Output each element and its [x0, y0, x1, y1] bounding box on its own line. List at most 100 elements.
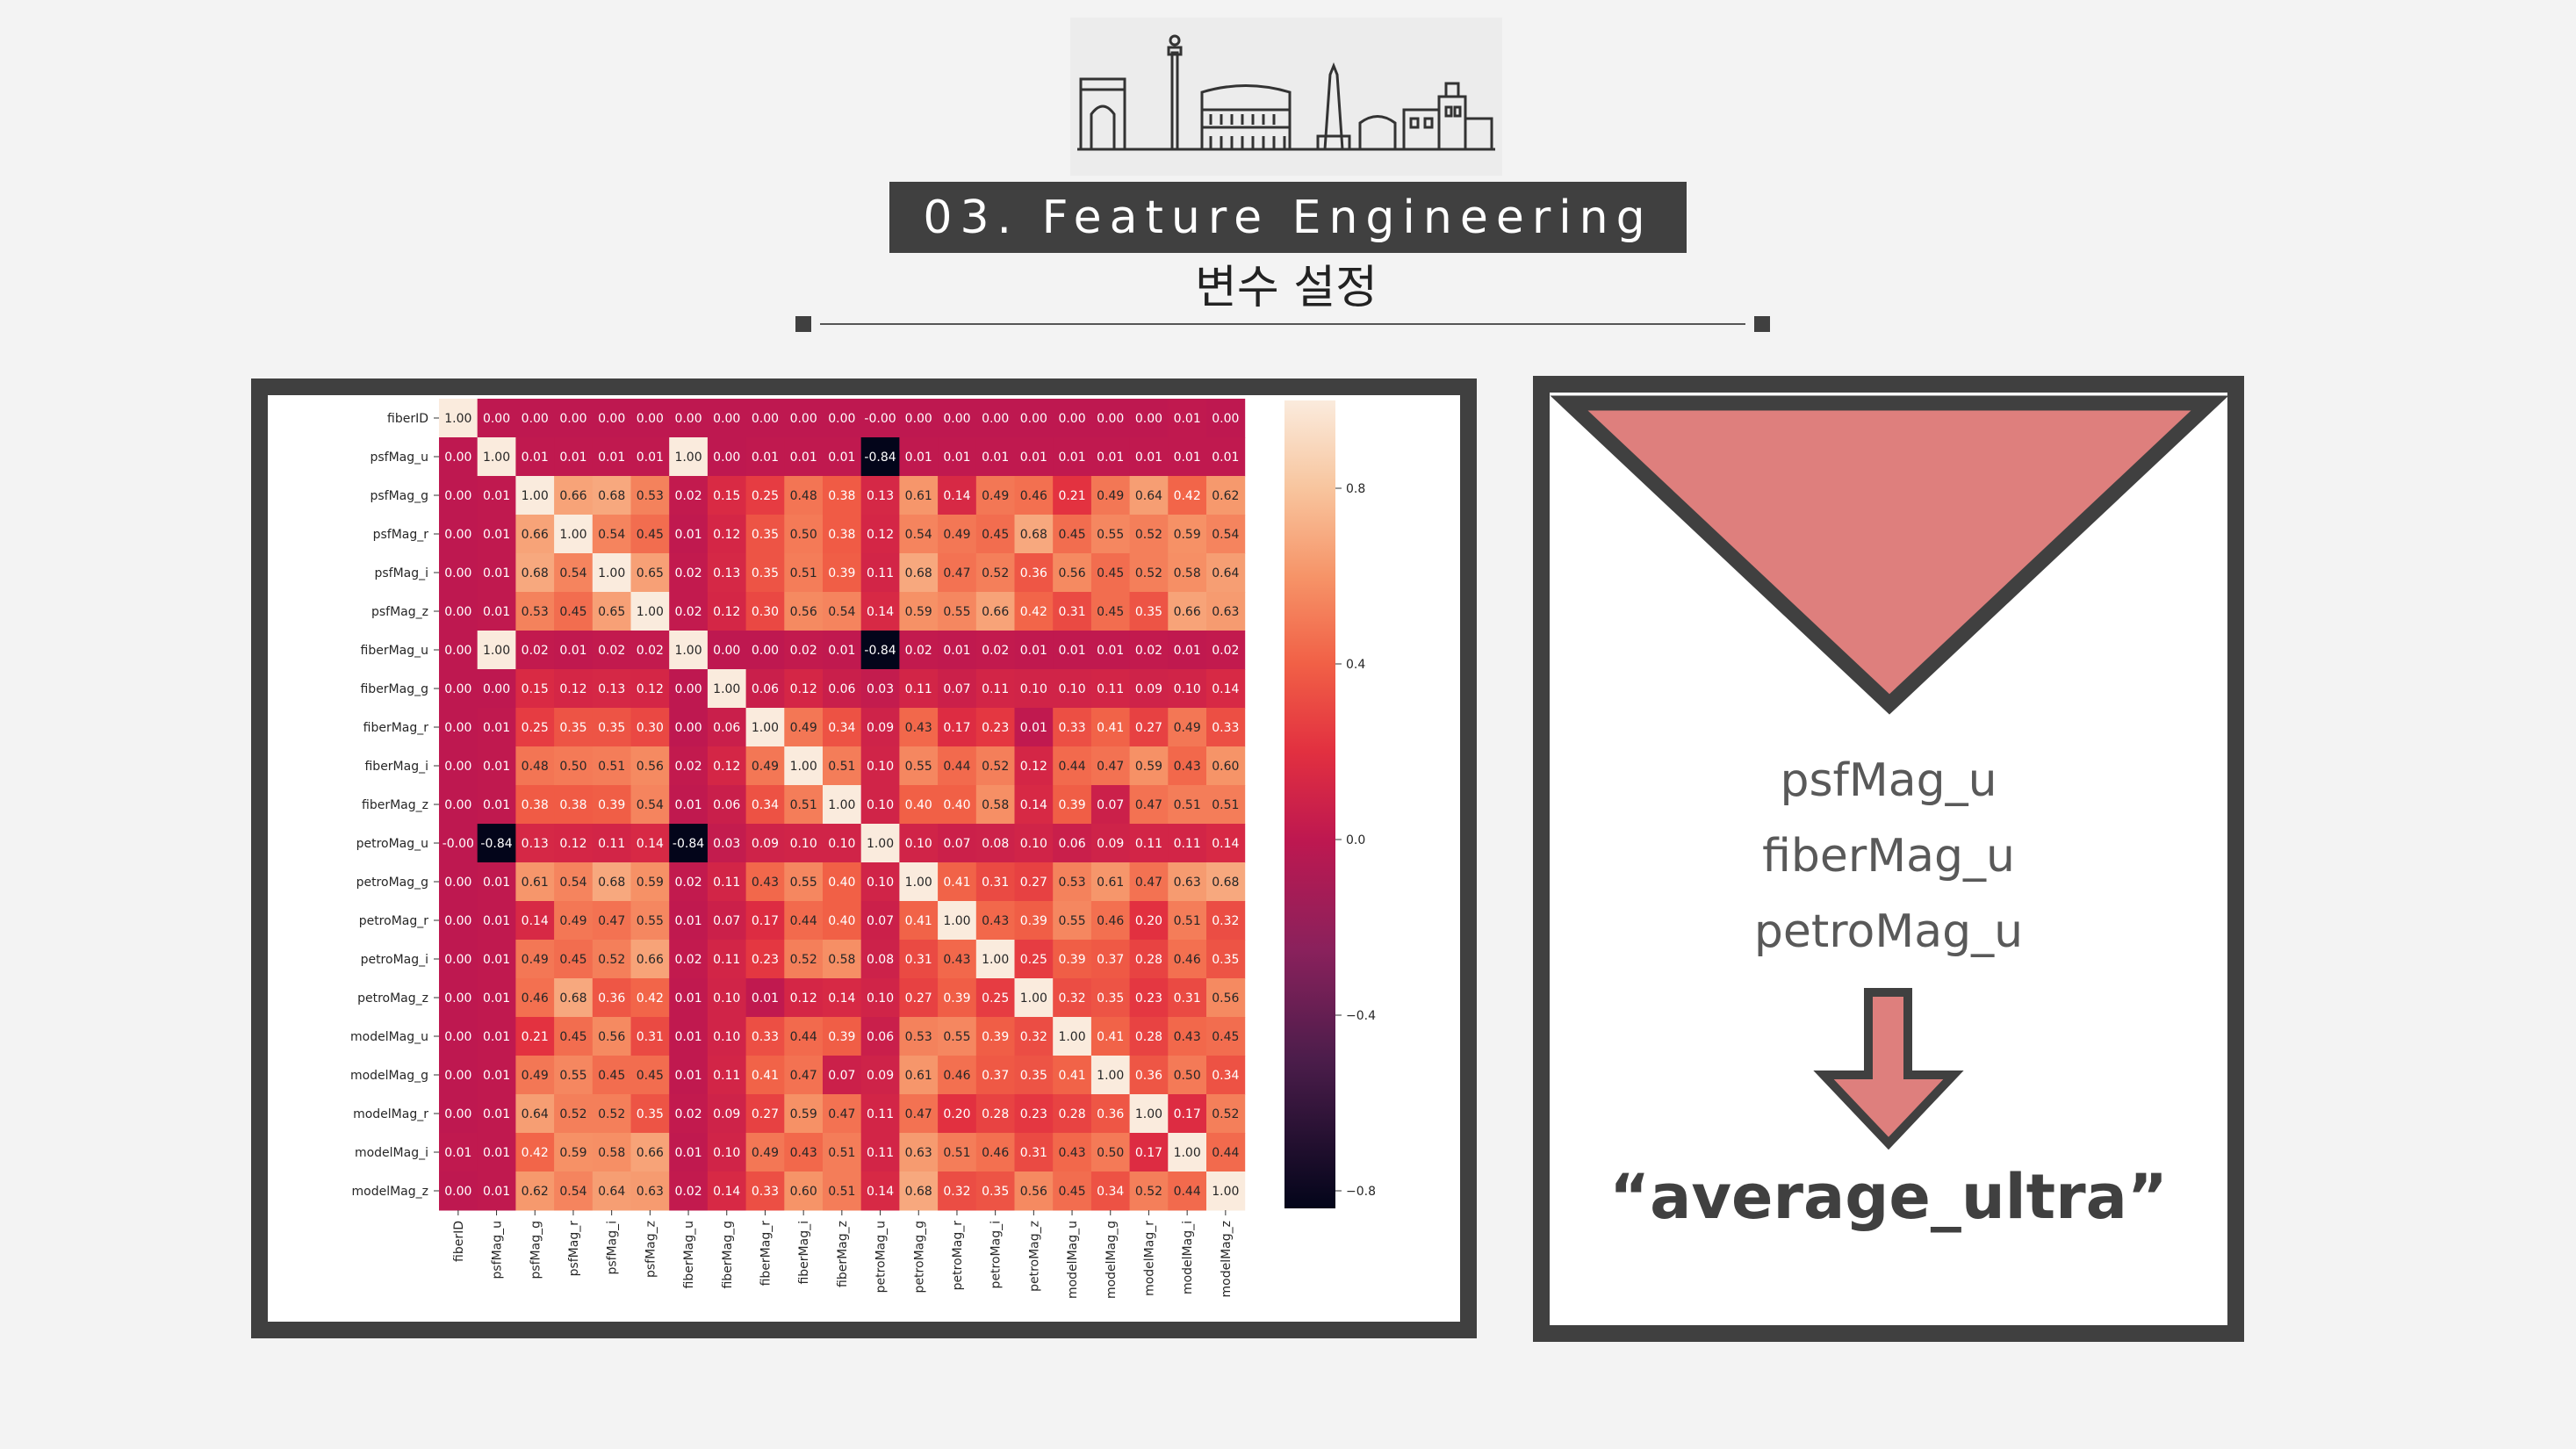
heatmap-cell-value: 0.46 [943, 1069, 970, 1083]
heatmap-cell-value: 0.02 [1135, 644, 1162, 658]
heatmap-cell [630, 669, 670, 709]
heatmap-cell [1053, 940, 1092, 979]
heatmap-cell [899, 708, 939, 747]
heatmap-cell [860, 1094, 900, 1134]
heatmap-cell [1090, 940, 1131, 979]
heatmap-cell [938, 978, 977, 1018]
heatmap-row-label: fiberMag_g [360, 682, 428, 696]
heatmap-cell-value: 0.14 [867, 1185, 894, 1199]
heatmap-cell-value: 0.07 [1097, 798, 1124, 812]
heatmap-cell-value: 0.00 [444, 644, 471, 658]
heatmap-cell-value: 0.11 [713, 876, 740, 890]
heatmap-cell [592, 592, 631, 631]
heatmap-cell-value: 0.00 [713, 451, 740, 465]
heatmap-cell [707, 476, 747, 515]
heatmap-cell-value: 0.01 [483, 1185, 510, 1199]
heatmap-cell [439, 824, 479, 863]
heatmap-cell [823, 399, 862, 438]
heatmap-cell-value: 0.49 [943, 528, 970, 542]
heatmap-cell-value: 1.00 [1058, 1030, 1085, 1044]
heatmap-cell-value: 0.45 [1212, 1030, 1239, 1044]
heatmap-cell-value: 0.00 [444, 991, 471, 1006]
heatmap-cell [860, 592, 900, 631]
heatmap-cell-value: 1.00 [867, 837, 894, 851]
heatmap-cell [630, 746, 670, 786]
heatmap-cell [669, 515, 709, 554]
heatmap-cell-value: 0.14 [828, 991, 855, 1006]
heatmap-cell-value: 0.21 [1058, 489, 1085, 503]
heatmap-column-label: fiberMag_r [759, 1221, 773, 1287]
heatmap-cell-value: 0.46 [1174, 953, 1201, 967]
heatmap-cell-value: 0.61 [905, 1069, 932, 1083]
heatmap-cell-value: 0.49 [752, 1146, 779, 1160]
heatmap-cell-value: 0.68 [905, 566, 932, 580]
heatmap-cell-value: 0.37 [982, 1069, 1009, 1083]
heatmap-cell [477, 824, 516, 863]
heatmap-cell-value: 0.35 [637, 1107, 664, 1121]
heatmap-cell-value: 0.41 [1097, 1030, 1124, 1044]
heatmap-cell [554, 669, 594, 709]
heatmap-cell [745, 824, 785, 863]
colorbar-tick-label: 0.4 [1346, 658, 1365, 672]
heatmap-column-label: modelMag_z [1220, 1221, 1234, 1298]
heatmap-cell [1053, 515, 1092, 554]
heatmap-cell-value: 0.55 [559, 1069, 586, 1083]
heatmap-cell [1090, 399, 1131, 438]
heatmap-cell [707, 399, 747, 438]
heatmap-cell [899, 399, 939, 438]
heatmap-cell-value: 0.01 [982, 451, 1009, 465]
heatmap-cell [938, 1133, 977, 1172]
heatmap-cell [1206, 1056, 1246, 1095]
heatmap-cell [554, 978, 594, 1018]
heatmap-cell-value: 0.34 [828, 721, 855, 735]
heatmap-cell-value: 0.52 [1135, 566, 1162, 580]
heatmap-cell-value: 0.00 [444, 760, 471, 774]
heatmap-cell [439, 669, 479, 709]
heatmap-cell-value: 0.28 [1135, 953, 1162, 967]
heatmap-cell-value: 0.11 [1097, 682, 1124, 696]
heatmap-cell-value: 1.00 [790, 760, 817, 774]
heatmap-cell-value: 0.13 [713, 566, 740, 580]
heatmap-cell [554, 1094, 594, 1134]
heatmap-cell [515, 437, 555, 477]
heatmap-cell [784, 399, 824, 438]
heatmap-row-label: psfMag_u [370, 451, 428, 465]
heatmap-cell-value: 0.52 [559, 1107, 586, 1121]
heatmap-cell-value: 0.14 [943, 489, 970, 503]
heatmap-cell-value: 1.00 [828, 798, 855, 812]
heatmap-cell [515, 631, 555, 670]
heatmap-cell-value: 1.00 [483, 451, 510, 465]
heatmap-cell [1014, 862, 1054, 902]
heatmap-cell-value: 0.01 [790, 451, 817, 465]
heatmap-cell-value: 0.51 [943, 1146, 970, 1160]
heatmap-cell [515, 862, 555, 902]
heatmap-cell [1053, 746, 1092, 786]
heatmap-cell [515, 901, 555, 941]
heatmap-cell-value: 0.11 [905, 682, 932, 696]
heatmap-cell-value: 0.07 [943, 837, 970, 851]
heatmap-cell [1206, 1133, 1246, 1172]
heatmap-cell [938, 476, 977, 515]
heatmap-cell-value: 0.68 [905, 1185, 932, 1199]
heatmap-cell [899, 476, 939, 515]
heatmap-cell [1053, 1171, 1092, 1211]
heatmap-cell [630, 1133, 670, 1172]
heatmap-column-label: psfMag_u [491, 1221, 505, 1280]
heatmap-cell-value: 0.51 [790, 798, 817, 812]
heatmap-cell [1129, 553, 1169, 593]
heatmap-cell [630, 399, 670, 438]
heatmap-cell-value: 0.47 [1097, 760, 1124, 774]
heatmap-cell-value: 0.39 [1058, 798, 1085, 812]
heatmap-cell [630, 708, 670, 747]
heatmap-cell [439, 746, 479, 786]
heatmap-cell-value: 0.11 [867, 1107, 894, 1121]
variable-petromag-u: petroMag_u [1753, 905, 2024, 958]
heatmap-cell [1014, 1094, 1054, 1134]
heatmap-cell-value: 0.11 [1135, 837, 1162, 851]
heatmap-cell-value: 1.00 [444, 412, 471, 426]
heatmap-cell [975, 476, 1015, 515]
heatmap-cell-value: 0.51 [1174, 914, 1201, 928]
heatmap-cell-value: 0.35 [1212, 953, 1239, 967]
heatmap-cell [707, 1094, 747, 1134]
heatmap-cell [1014, 785, 1054, 825]
